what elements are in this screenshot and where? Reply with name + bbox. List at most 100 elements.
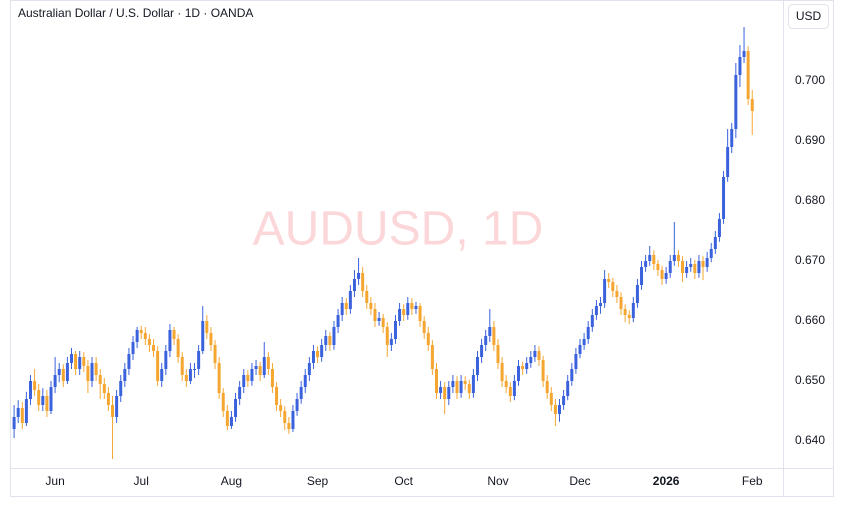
- candle-body: [20, 408, 24, 423]
- candle-body: [127, 354, 131, 369]
- currency-button[interactable]: [788, 4, 829, 29]
- candle-body: [168, 330, 172, 351]
- y-tick-label: 0.690: [795, 133, 825, 147]
- candle-body: [16, 408, 20, 417]
- candle-body: [303, 375, 307, 387]
- candle-body: [537, 351, 541, 360]
- candle-body: [459, 381, 463, 393]
- candle-body: [180, 357, 184, 375]
- candle-body: [246, 375, 250, 381]
- candle-body: [738, 57, 742, 75]
- candle-body: [504, 381, 508, 387]
- y-tick-label: 0.700: [795, 73, 825, 87]
- candle-body: [656, 264, 660, 270]
- candle-body: [693, 264, 697, 273]
- candle-body: [640, 267, 644, 285]
- candle-body: [45, 396, 49, 411]
- candle-body: [102, 384, 106, 393]
- x-tick-label: Sep: [307, 474, 329, 488]
- candle-body: [172, 330, 176, 339]
- candle-body: [348, 291, 352, 309]
- candle-body: [61, 369, 65, 381]
- candle-body: [533, 351, 537, 357]
- candle-body: [213, 345, 217, 363]
- chart-frame: [10, 0, 834, 497]
- candle-body: [652, 255, 656, 264]
- candle-body: [262, 357, 266, 375]
- candle-body: [365, 291, 369, 303]
- candle-body: [361, 273, 365, 291]
- y-tick-label: 0.640: [795, 433, 825, 447]
- candle-body: [82, 357, 86, 366]
- candle-body: [422, 321, 426, 333]
- y-tick-label: 0.650: [795, 373, 825, 387]
- candle-body: [512, 381, 516, 396]
- candle-body: [49, 387, 53, 411]
- candle-body: [545, 381, 549, 393]
- candle-body: [672, 255, 676, 261]
- candle-body: [332, 327, 336, 345]
- candle-body: [562, 396, 566, 405]
- candle-body: [414, 306, 418, 309]
- candle-body: [521, 366, 525, 369]
- candle-body: [295, 399, 299, 411]
- candle-body: [123, 369, 127, 381]
- candle-body: [599, 303, 603, 306]
- candle-body: [570, 369, 574, 381]
- candle-body: [316, 351, 320, 357]
- candle-body: [344, 303, 348, 309]
- candle-body: [590, 315, 594, 327]
- candle-body: [500, 363, 504, 381]
- candle-body: [373, 309, 377, 321]
- candle-body: [164, 351, 168, 369]
- candle-body: [455, 381, 459, 393]
- currency-label[interactable]: USD: [796, 9, 822, 23]
- candle-body: [209, 333, 213, 345]
- candle-body: [135, 330, 139, 342]
- candle-body: [53, 375, 57, 387]
- candle-body: [603, 279, 607, 303]
- candle-body: [627, 315, 631, 318]
- candle-body: [496, 345, 500, 363]
- candle-body: [147, 339, 151, 345]
- x-tick-label: Jun: [45, 474, 64, 488]
- candle-body: [709, 249, 713, 258]
- candle-body: [553, 405, 557, 414]
- candle-body: [492, 327, 496, 345]
- candle-body: [389, 339, 393, 345]
- candle-body: [648, 255, 652, 261]
- candle-body: [717, 219, 721, 237]
- candle-body: [689, 264, 693, 267]
- candle-body: [65, 363, 69, 381]
- candle-body: [701, 261, 705, 267]
- candle-body: [78, 357, 82, 369]
- candle-body: [471, 375, 475, 393]
- candle-body: [197, 351, 201, 369]
- candle-body: [328, 336, 332, 345]
- candle-body: [750, 99, 754, 111]
- candle-body: [131, 342, 135, 354]
- candle-body: [529, 357, 533, 363]
- candle-body: [139, 330, 143, 333]
- candle-body: [697, 261, 701, 273]
- candle-body: [266, 357, 270, 369]
- candle-body: [516, 366, 520, 381]
- candle-body: [615, 291, 619, 297]
- candle-body: [283, 411, 287, 423]
- candle-body: [475, 357, 479, 375]
- candle-body: [430, 345, 434, 369]
- candle-body: [225, 411, 229, 426]
- candle-body: [574, 354, 578, 369]
- candle-body: [668, 261, 672, 273]
- candle-body: [722, 177, 726, 219]
- candle-body: [324, 336, 328, 345]
- candle-body: [713, 237, 717, 249]
- candle-body: [24, 399, 28, 423]
- x-tick-label: 2026: [653, 474, 680, 488]
- candle-body: [86, 366, 90, 381]
- candle-body: [143, 333, 147, 339]
- candle-body: [381, 318, 385, 327]
- candle-body: [37, 390, 41, 405]
- candle-body: [299, 387, 303, 399]
